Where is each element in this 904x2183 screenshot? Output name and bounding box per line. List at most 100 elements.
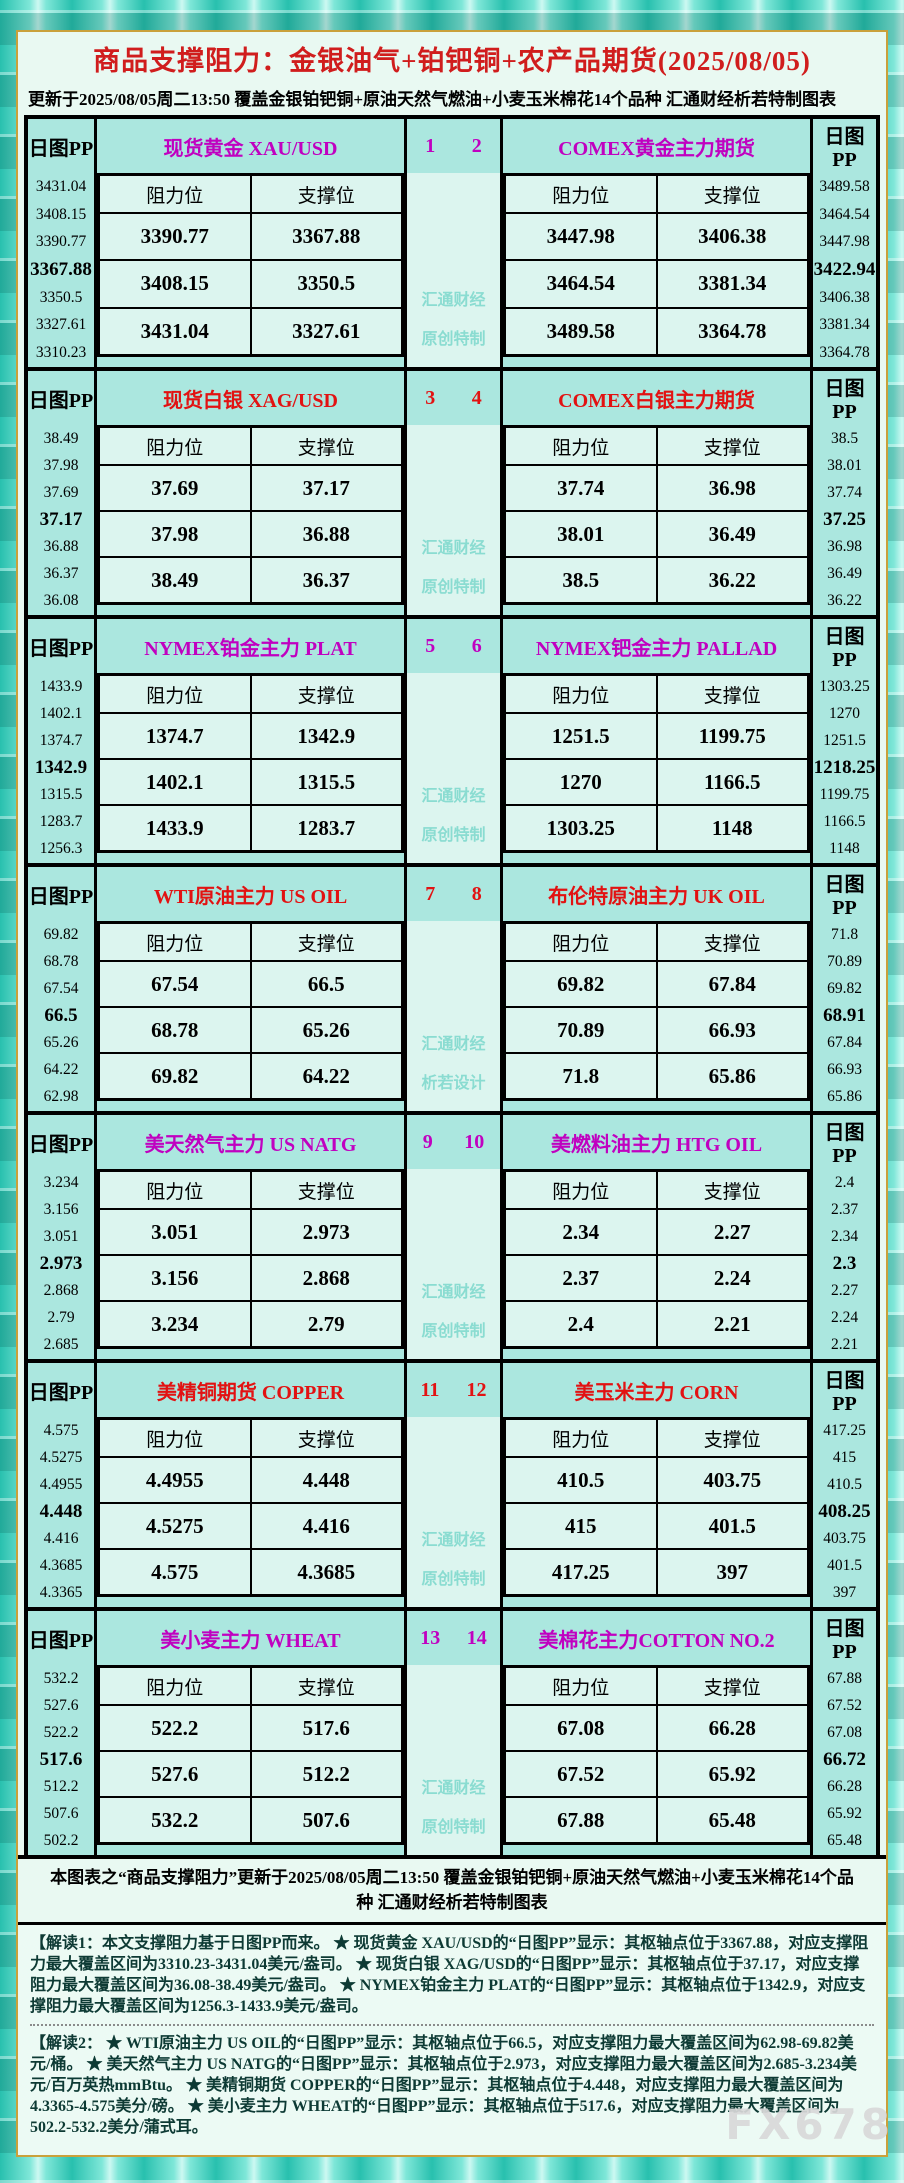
pair-middle-column: 1 2 汇通财经 原创特制: [404, 119, 500, 367]
pp-level: 1148: [829, 840, 860, 858]
level-cell: 2.24: [656, 1255, 808, 1301]
pp-level: 68.78: [43, 952, 79, 970]
watermark-area: 汇通财经 原创特制: [407, 1665, 500, 1855]
level-cell: 1433.9: [99, 805, 251, 851]
brand-watermark: 汇通财经: [421, 1036, 486, 1053]
pp-level: 4.416: [43, 1530, 79, 1548]
pp-level: 38.49: [43, 429, 79, 447]
level-cell: 3381.34: [656, 260, 808, 308]
pp-level: 3.234: [43, 1173, 79, 1191]
level-cell: 2.21: [656, 1301, 808, 1347]
pp-level: 1199.75: [819, 786, 870, 804]
level-cell: 403.75: [656, 1457, 808, 1503]
pp-level: 37.69: [43, 483, 79, 501]
pp-level: 522.2: [43, 1723, 79, 1741]
pp-level: 67.54: [43, 979, 79, 997]
pp-column-label: 日图PP: [824, 874, 865, 919]
level-cell: 3350.5: [250, 260, 402, 308]
pp-level-pivot: 2.973: [39, 1252, 83, 1274]
brand-watermark: 汇通财经: [421, 788, 486, 805]
level-cell: 64.22: [250, 1053, 402, 1099]
watermark-area: 汇通财经 原创特制: [407, 1417, 500, 1607]
support-header: 支撑位: [656, 427, 808, 465]
support-header: 支撑位: [250, 427, 402, 465]
level-cell: 507.6: [250, 1797, 402, 1843]
pp-level: 527.6: [43, 1696, 79, 1714]
pair-index-right: 10: [464, 1130, 485, 1153]
pp-level-pivot: 66.5: [44, 1004, 78, 1026]
pp-level-pivot: 2.3: [832, 1252, 857, 1274]
pp-level: 1402.1: [39, 704, 83, 722]
pair-index-left: 13: [420, 1626, 441, 1649]
resistance-header: 阻力位: [99, 1419, 251, 1457]
pp-level: 36.37: [43, 565, 79, 583]
commodity-block: 日图PP 3431.04 3408.15 3390.77 3367.88 3350.5 33…: [28, 119, 876, 367]
watermark-area: 汇通财经 原创特制: [407, 173, 500, 367]
pp-level: 2.34: [830, 1227, 859, 1245]
level-cell: 3367.88: [250, 213, 402, 261]
pp-column-label: 日图PP: [28, 389, 94, 412]
instrument-panel-left: WTI原油主力 US OIL 阻力位 支撑位 67.54 66.5 68.78 65.26 6…: [94, 867, 404, 1111]
support-header: 支撑位: [656, 923, 808, 961]
support-header: 支撑位: [250, 675, 402, 713]
instrument-title-left: 现货黄金 XAU/USD: [163, 137, 338, 160]
pair-middle-column: 9 10 汇通财经 原创特制: [404, 1115, 500, 1359]
resistance-header: 阻力位: [99, 175, 251, 213]
pp-ladder-right: 日图PP 2.4 2.37 2.34 2.3 2.27 2.24 2.21: [810, 1115, 876, 1359]
level-cell: 4.4955: [99, 1457, 251, 1503]
instrument-panel-right: NYMEX钯金主力 PALLAD 阻力位 支撑位 1251.5 1199.75 1270 1…: [500, 619, 810, 863]
pp-level: 36.88: [43, 538, 79, 556]
levels-table: 阻力位 支撑位 1374.7 1342.9 1402.1 1315.5 1433.9 1283…: [97, 673, 404, 853]
levels-table: 阻力位 支撑位 67.08 66.28 67.52 65.92 67.88 65.48: [503, 1665, 810, 1845]
support-header: 支撑位: [656, 1667, 808, 1705]
blocks: 日图PP 3431.04 3408.15 3390.77 3367.88 3350.5 33…: [24, 115, 880, 1855]
levels-table: 阻力位 支撑位 37.69 37.17 37.98 36.88 38.49 36.37: [97, 425, 404, 605]
level-cell: 3408.15: [99, 260, 251, 308]
pp-level: 2.4: [834, 1173, 855, 1191]
pp-ladder-right: 日图PP 1303.25 1270 1251.5 1218.25 1199.75 1166.…: [810, 619, 876, 863]
level-cell: 38.49: [99, 557, 251, 603]
level-cell: 1199.75: [656, 713, 808, 759]
brand-watermark: 汇通财经: [421, 292, 486, 309]
level-cell: 67.08: [505, 1705, 657, 1751]
pp-level: 64.22: [43, 1061, 79, 1079]
resistance-header: 阻力位: [99, 675, 251, 713]
support-header: 支撑位: [656, 675, 808, 713]
levels-table: 阻力位 支撑位 37.74 36.98 38.01 36.49 38.5 36.22: [503, 425, 810, 605]
pp-level: 3464.54: [819, 205, 870, 223]
level-cell: 66.5: [250, 961, 402, 1007]
levels-table: 阻力位 支撑位 3390.77 3367.88 3408.15 3350.5 3431.04…: [97, 173, 404, 357]
pp-level-pivot: 3367.88: [30, 259, 92, 281]
pp-level: 3.156: [43, 1200, 79, 1218]
pp-level: 502.2: [43, 1832, 79, 1850]
pp-column-label: 日图PP: [28, 1629, 94, 1652]
pp-level: 3310.23: [35, 344, 87, 362]
pp-level: 65.26: [43, 1034, 79, 1052]
pp-level: 1374.7: [39, 731, 83, 749]
pair-index-right: 14: [466, 1626, 487, 1649]
pp-ladder-left: 日图PP 532.2 527.6 522.2 517.6 512.2 507.6 502.2: [28, 1611, 94, 1855]
pp-level: 512.2: [43, 1778, 79, 1796]
level-cell: 3447.98: [505, 213, 657, 261]
instrument-panel-right: 布伦特原油主力 UK OIL 阻力位 支撑位 69.82 67.84 70.89 66.93…: [500, 867, 810, 1111]
level-cell: 36.88: [250, 511, 402, 557]
level-cell: 3489.58: [505, 307, 657, 355]
resistance-header: 阻力位: [505, 1171, 657, 1209]
pair-index-left: 3: [425, 386, 436, 409]
pair-middle-column: 3 4 汇通财经 原创特制: [404, 371, 500, 615]
level-cell: 38.01: [505, 511, 657, 557]
level-cell: 2.973: [250, 1209, 402, 1255]
level-cell: 2.34: [505, 1209, 657, 1255]
pp-level: 62.98: [43, 1088, 79, 1106]
level-cell: 2.4: [505, 1301, 657, 1347]
level-cell: 3431.04: [99, 307, 251, 355]
pp-level: 3406.38: [819, 288, 870, 306]
level-cell: 65.92: [656, 1751, 808, 1797]
pp-level: 3489.58: [819, 177, 870, 195]
pp-level-pivot: 68.91: [823, 1004, 866, 1026]
pp-level: 37.74: [827, 483, 862, 501]
pair-index-left: 5: [425, 634, 436, 657]
pp-level: 69.82: [43, 925, 79, 943]
pp-level-pivot: 1218.25: [813, 756, 876, 778]
